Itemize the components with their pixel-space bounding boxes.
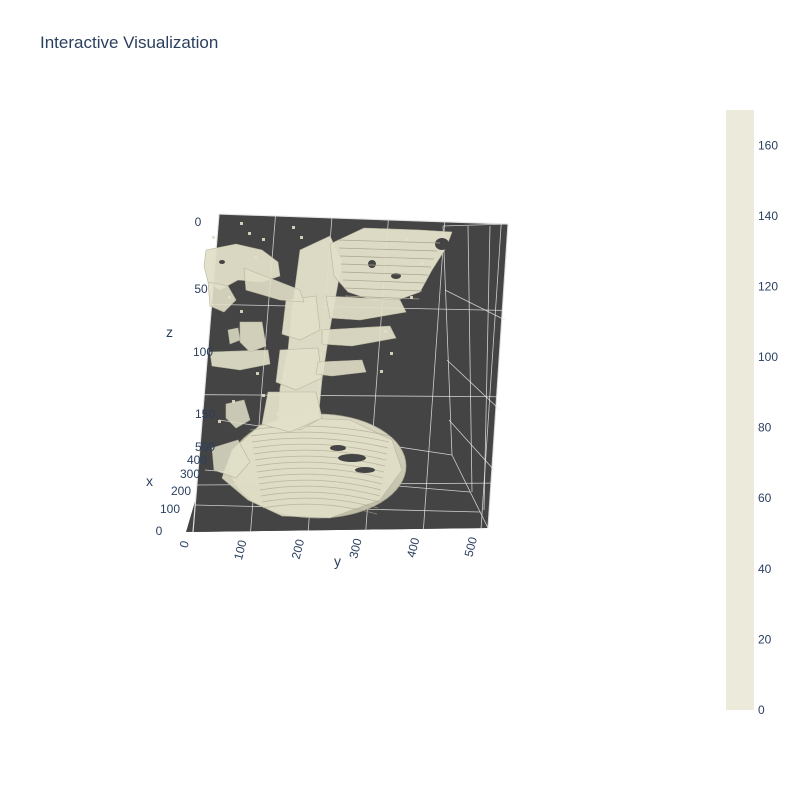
colorbar-tick-label: 80 [758,421,772,435]
x-axis-title: x [146,473,153,489]
z-tick-label: 100 [193,345,213,359]
y-tick-label: 300 [346,537,365,560]
z-axis-title: z [166,324,173,340]
x-tick-label: 100 [160,502,180,516]
z-tick-label: 150 [195,407,215,421]
z-tick-label: 0 [195,215,202,229]
z-axis-ticks: 0 50 100 150 [193,215,215,421]
colorbar-tick-label: 0 [758,703,765,717]
y-tick-label: 500 [462,535,481,558]
chart-title: Interactive Visualization [40,33,219,52]
isosurface-volume [203,222,453,519]
x-tick-label: 300 [180,467,200,481]
colorbar-tick-label: 140 [758,209,778,223]
x-tick-label: 200 [171,484,191,498]
y-tick-label: 100 [231,538,250,561]
y-tick-label: 400 [404,536,423,559]
colorbar [726,110,754,710]
scene-side-wall [443,224,508,528]
colorbar-tick-label: 60 [758,491,772,505]
z-tick-label: 50 [194,282,208,296]
colorbar-tick-label: 40 [758,562,772,576]
colorbar-tick-label: 100 [758,350,778,364]
colorbar-tick-label: 120 [758,279,778,293]
colorbar-tick-label: 160 [758,138,778,152]
y-axis-title: y [334,553,341,569]
y-tick-label: 200 [289,537,308,560]
y-axis-ticks: 0 100 200 300 400 500 [177,535,480,561]
x-tick-label: 0 [156,524,163,538]
colorbar-ticks: 0 20 40 60 80 100 120 140 160 [758,138,778,717]
y-tick-label: 0 [177,539,192,549]
colorbar-tick-label: 20 [758,632,772,646]
x-tick-label: 500 [195,440,215,454]
x-tick-label: 400 [187,453,207,467]
